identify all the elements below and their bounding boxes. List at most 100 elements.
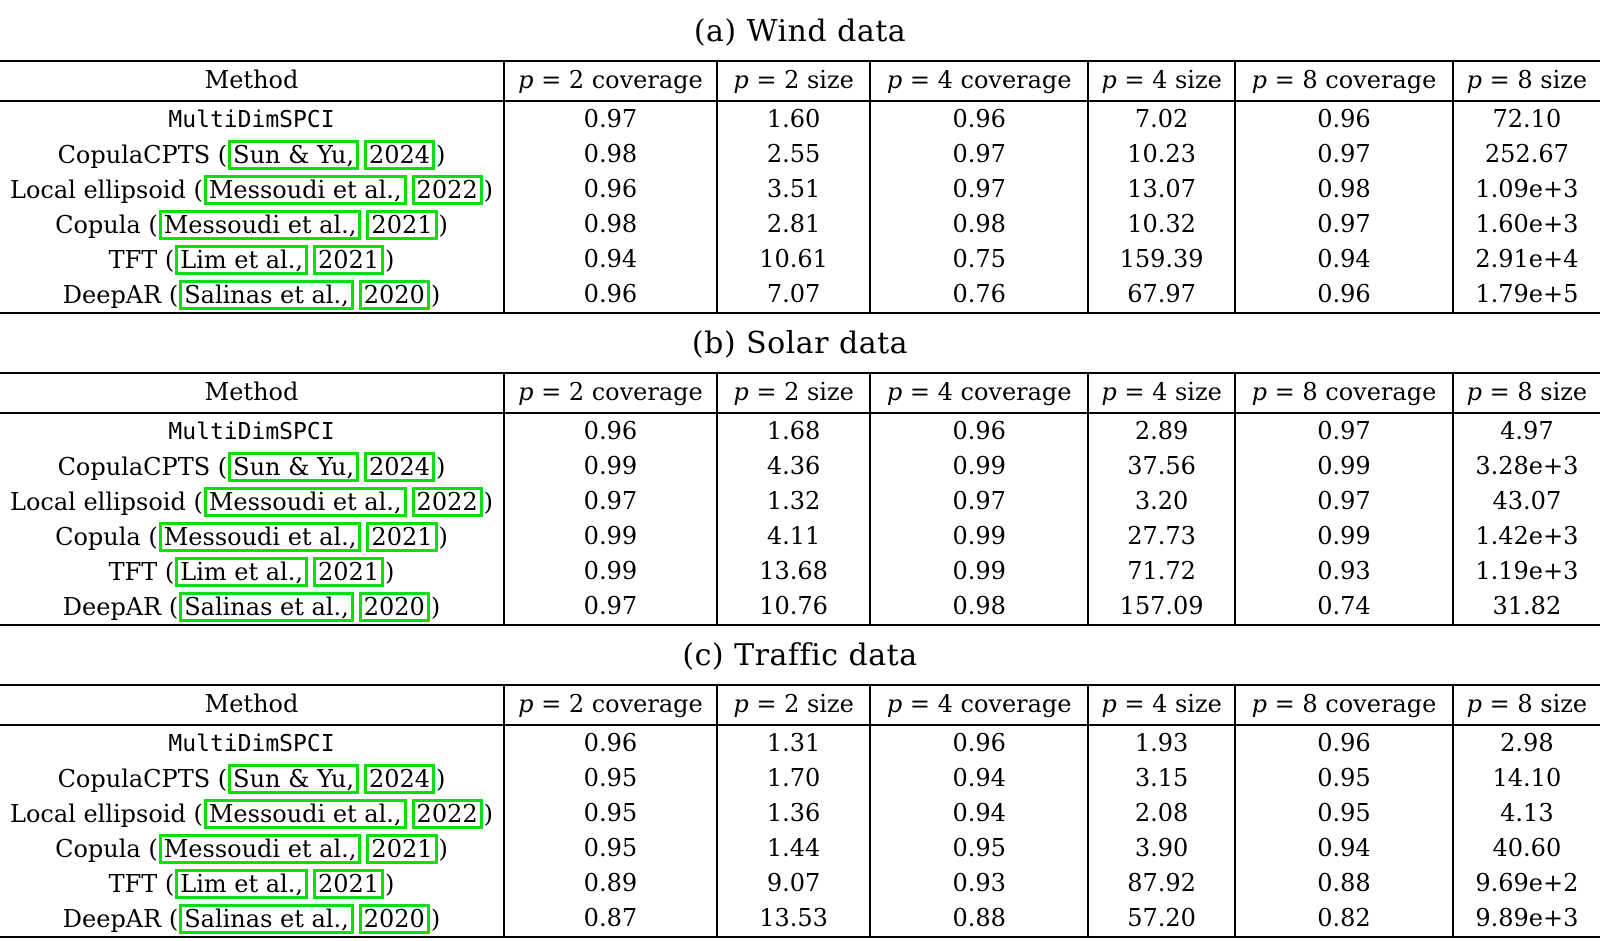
value-cell-p8-coverage: 0.98 (1234, 172, 1453, 207)
value-cell-p4-coverage: 0.96 (869, 413, 1088, 449)
value-cell-p8-size: 31.82 (1451, 589, 1600, 625)
citation-author-link[interactable]: Messoudi et al., (203, 486, 407, 517)
table-header: Method p = 2 coverage p = 2 size p = 4 cove… (0, 373, 1600, 414)
citation-author-link[interactable]: Salinas et al., (179, 591, 354, 622)
citation-author-link[interactable]: Lim et al., (175, 868, 308, 899)
table-caption-traffic: (c) Traffic data (682, 637, 918, 673)
citation-author-link[interactable]: Lim et al., (175, 244, 308, 275)
value-cell-p4-coverage: 0.99 (869, 554, 1088, 589)
citation-author-link[interactable]: Sun & Yu, (228, 763, 359, 794)
table-caption-solar: (b) Solar data (691, 325, 909, 361)
citation-author-link[interactable]: Messoudi et al., (203, 174, 407, 205)
column-header-p2-coverage: p = 2 coverage (503, 685, 717, 726)
value-cell-p2-coverage: 0.89 (503, 866, 717, 901)
citation-year-link[interactable]: 2020 (358, 903, 430, 934)
citation-author-link[interactable]: Messoudi et al., (158, 209, 362, 240)
method-name-suffix: ) (430, 592, 441, 621)
citation-year-link[interactable]: 2021 (312, 244, 385, 275)
column-header-p4-coverage: p = 4 coverage (869, 373, 1088, 414)
citation-year-link[interactable]: 2022 (411, 174, 483, 205)
value-cell-p8-coverage: 0.93 (1234, 554, 1453, 589)
table-row: Local ellipsoid (Messoudi et al., 2022) 0.… (0, 484, 1600, 519)
citation-author-link[interactable]: Sun & Yu, (228, 451, 359, 482)
value-cell-p2-coverage: 0.94 (503, 242, 717, 277)
citation-year-link[interactable]: 2024 (363, 763, 436, 794)
method-name-suffix: ) (430, 904, 441, 933)
citation-year-link[interactable]: 2022 (411, 486, 483, 517)
method-name: Copula ( (55, 210, 158, 239)
citation-author-link[interactable]: Messoudi et al., (158, 833, 362, 864)
table-row: Local ellipsoid (Messoudi et al., 2022) 0.… (0, 796, 1600, 831)
method-name: MultiDimSPCI (168, 106, 335, 133)
citation-author-link[interactable]: Messoudi et al., (158, 521, 362, 552)
column-header-p8-coverage: p = 8 coverage (1234, 61, 1453, 102)
column-header-p2-coverage: p = 2 coverage (503, 373, 717, 414)
value-cell-p8-size: 1.42e+3 (1451, 519, 1600, 554)
value-cell-p2-coverage: 0.96 (503, 277, 717, 313)
value-cell-p4-size: 87.92 (1086, 866, 1236, 901)
citation-year-link[interactable]: 2024 (363, 451, 436, 482)
citation-year-link[interactable]: 2024 (363, 139, 436, 170)
column-header-p2-size: p = 2 size (715, 373, 871, 414)
table-row: CopulaCPTS (Sun & Yu, 2024) 0.99 4.36 0.99 37… (0, 449, 1600, 484)
citation-year-link[interactable]: 2021 (312, 868, 385, 899)
method-name-suffix: ) (385, 245, 395, 274)
table-header: Method p = 2 coverage p = 2 size p = 4 cove… (0, 61, 1600, 102)
citation-author-link[interactable]: Lim et al., (175, 556, 308, 587)
value-cell-p8-coverage: 0.94 (1234, 242, 1453, 277)
citation-year-link[interactable]: 2022 (411, 798, 483, 829)
value-cell-p2-coverage: 0.98 (503, 137, 717, 172)
method-name: DeepAR ( (62, 280, 179, 309)
column-header-method: Method (0, 61, 504, 102)
math-variable: p (886, 66, 903, 95)
citation-author-link[interactable]: Salinas et al., (179, 903, 354, 934)
math-variable: p (1251, 378, 1268, 407)
method-name: CopulaCPTS ( (57, 140, 228, 169)
math-variable: p (1466, 66, 1483, 95)
value-cell-p4-size: 37.56 (1086, 449, 1236, 484)
value-cell-p2-size: 2.81 (715, 207, 871, 242)
method-name-suffix: ) (438, 834, 448, 863)
value-cell-p8-size: 2.98 (1451, 725, 1600, 761)
value-cell-p4-size: 159.39 (1086, 242, 1236, 277)
method-name: Copula ( (55, 834, 158, 863)
value-cell-p2-coverage: 0.98 (503, 207, 717, 242)
column-header-p8-coverage: p = 8 coverage (1234, 373, 1453, 414)
citation-year-link[interactable]: 2021 (366, 833, 438, 864)
value-cell-p2-size: 1.70 (715, 761, 871, 796)
value-cell-p2-size: 1.32 (715, 484, 871, 519)
citation-year-link[interactable]: 2020 (358, 279, 430, 310)
value-cell-p8-size: 43.07 (1451, 484, 1600, 519)
citation-author-link[interactable]: Sun & Yu, (228, 139, 359, 170)
value-cell-p4-size: 57.20 (1086, 901, 1236, 937)
column-header-p4-coverage: p = 4 coverage (869, 61, 1088, 102)
value-cell-p4-coverage: 0.76 (869, 277, 1088, 313)
table-body: MultiDimSPCI 0.96 1.68 0.96 2.89 0.97 4.97 Copu… (0, 413, 1600, 625)
column-header-p4-size: p = 4 size (1086, 373, 1236, 414)
citation-author-link[interactable]: Messoudi et al., (203, 798, 407, 829)
value-cell-p8-size: 2.91e+4 (1451, 242, 1600, 277)
value-cell-p8-coverage: 0.95 (1234, 796, 1453, 831)
value-cell-p4-coverage: 0.97 (869, 172, 1088, 207)
citation-year-link[interactable]: 2021 (312, 556, 385, 587)
value-cell-p8-size: 4.13 (1451, 796, 1600, 831)
math-variable: p (886, 378, 903, 407)
citation-year-link[interactable]: 2021 (366, 209, 438, 240)
column-header-p4-size: p = 4 size (1086, 61, 1236, 102)
value-cell-p8-coverage: 0.96 (1234, 101, 1453, 137)
value-cell-p2-size: 2.55 (715, 137, 871, 172)
citation-year-link[interactable]: 2021 (366, 521, 438, 552)
value-cell-p2-coverage: 0.96 (503, 725, 717, 761)
column-header-p8-size: p = 8 size (1451, 61, 1600, 102)
value-cell-p4-size: 10.32 (1086, 207, 1236, 242)
method-name-suffix: ) (436, 140, 446, 169)
citation-year-link[interactable]: 2020 (358, 591, 430, 622)
citation-author-link[interactable]: Salinas et al., (179, 279, 354, 310)
method-cell: MultiDimSPCI (0, 413, 504, 449)
table-row: MultiDimSPCI 0.96 1.68 0.96 2.89 0.97 4.97 (0, 413, 1600, 449)
value-cell-p4-coverage: 0.93 (869, 866, 1088, 901)
method-name: Local ellipsoid ( (10, 799, 203, 828)
table-row: TFT (Lim et al., 2021) 0.94 10.61 0.75 159.39… (0, 242, 1600, 277)
math-variable: p (1251, 690, 1268, 719)
